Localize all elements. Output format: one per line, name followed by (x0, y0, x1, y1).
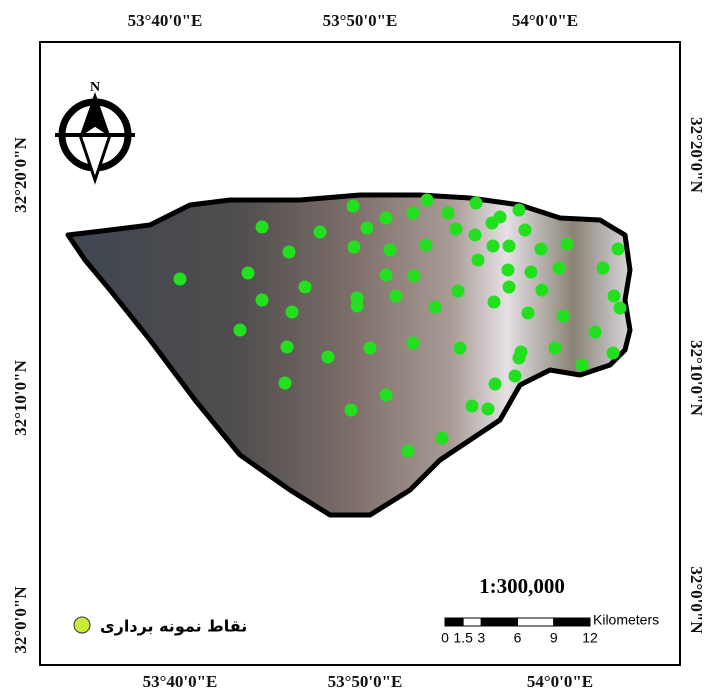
scale-unit: Kilometers (593, 612, 659, 628)
north-label: N (90, 80, 100, 95)
sample-point (488, 377, 502, 391)
sample-point (347, 240, 361, 254)
lat-label: 32°0'0"N (687, 566, 706, 634)
sample-point (486, 239, 500, 253)
sample-point (502, 280, 516, 294)
lon-label: 53°50'0"E (328, 672, 403, 691)
lat-label: 32°0'0"N (11, 586, 30, 654)
sample-point (419, 238, 433, 252)
sample-point (241, 266, 255, 280)
sample-point (606, 346, 620, 360)
scale-tick-label: 3 (477, 630, 485, 646)
sample-point (278, 376, 292, 390)
sample-point (285, 305, 299, 319)
sample-point (453, 341, 467, 355)
sample-point (344, 403, 358, 417)
sample-point (449, 222, 463, 236)
sample-point (548, 341, 562, 355)
sample-point (298, 280, 312, 294)
sample-point (518, 223, 532, 237)
sample-point (255, 293, 269, 307)
scale-segment (444, 617, 464, 627)
legend-label: نقاط نمونه برداری (100, 617, 247, 636)
sample-point (346, 199, 360, 213)
sample-point (383, 243, 397, 257)
lat-label: 32°10'0"N (11, 359, 30, 435)
sample-point (596, 261, 610, 275)
scale-ratio: 1:300,000 (479, 574, 565, 598)
scale-tick-label: 9 (550, 630, 558, 646)
sample-point (508, 369, 522, 383)
sample-point (524, 265, 538, 279)
sample-point (468, 228, 482, 242)
scale-bar: 0 1.5 3 6 9 12 Kilometers (441, 612, 659, 646)
sample-point (485, 216, 499, 230)
lat-label: 32°20'0"N (11, 136, 30, 212)
sample-point (575, 358, 589, 372)
sample-point (552, 261, 566, 275)
sample-point (435, 431, 449, 445)
sample-point (313, 225, 327, 239)
legend-symbol (73, 616, 91, 634)
scale-tick-label: 0 (441, 630, 449, 646)
sample-points (173, 193, 627, 458)
scale-tick-label: 6 (514, 630, 522, 646)
sample-point (471, 253, 485, 267)
scale-segment (553, 617, 591, 627)
sample-point (379, 388, 393, 402)
sample-point (481, 402, 495, 416)
sample-point (512, 351, 526, 365)
sample-point (560, 237, 574, 251)
sample-point (451, 284, 465, 298)
sample-point (233, 323, 247, 337)
sample-point (502, 239, 516, 253)
sample-point (487, 295, 501, 309)
north-arrow: N (55, 80, 135, 185)
lon-label: 53°40'0"E (128, 11, 203, 30)
sample-point (428, 300, 442, 314)
lon-label: 54°0'0"E (527, 672, 593, 691)
sample-point (321, 350, 335, 364)
sample-point (420, 193, 434, 207)
scale-tick-label: 1.5 (453, 630, 473, 646)
sample-point (465, 399, 479, 413)
lon-label: 53°40'0"E (143, 672, 218, 691)
scale-segment (462, 617, 482, 627)
sample-point (501, 263, 515, 277)
sample-point (173, 272, 187, 286)
lat-label: 32°10'0"N (687, 340, 706, 416)
sample-point (401, 444, 415, 458)
scale-tick-label: 12 (582, 630, 598, 646)
sample-point (469, 196, 483, 210)
sample-point (535, 283, 549, 297)
lon-label: 54°0'0"E (512, 11, 578, 30)
scale-segment (517, 617, 555, 627)
sample-point (379, 211, 393, 225)
sample-point (280, 340, 294, 354)
sample-point (363, 341, 377, 355)
lon-label: 53°50'0"E (323, 11, 398, 30)
sample-point (379, 268, 393, 282)
sample-point (607, 289, 621, 303)
sample-point (255, 220, 269, 234)
lat-label: 32°20'0"N (687, 117, 706, 193)
sample-point (282, 245, 296, 259)
sample-point (521, 306, 535, 320)
sample-point (406, 206, 420, 220)
sample-point (406, 336, 420, 350)
sample-point (556, 309, 570, 323)
sample-point (512, 203, 526, 217)
scale-segment (480, 617, 518, 627)
sample-point (441, 206, 455, 220)
sample-point (588, 325, 602, 339)
sample-point (613, 301, 627, 315)
sample-point (360, 221, 374, 235)
sample-point (534, 242, 548, 256)
sample-point (611, 242, 625, 256)
sample-point (389, 289, 403, 303)
sample-point (407, 269, 421, 283)
sample-point (350, 299, 364, 313)
